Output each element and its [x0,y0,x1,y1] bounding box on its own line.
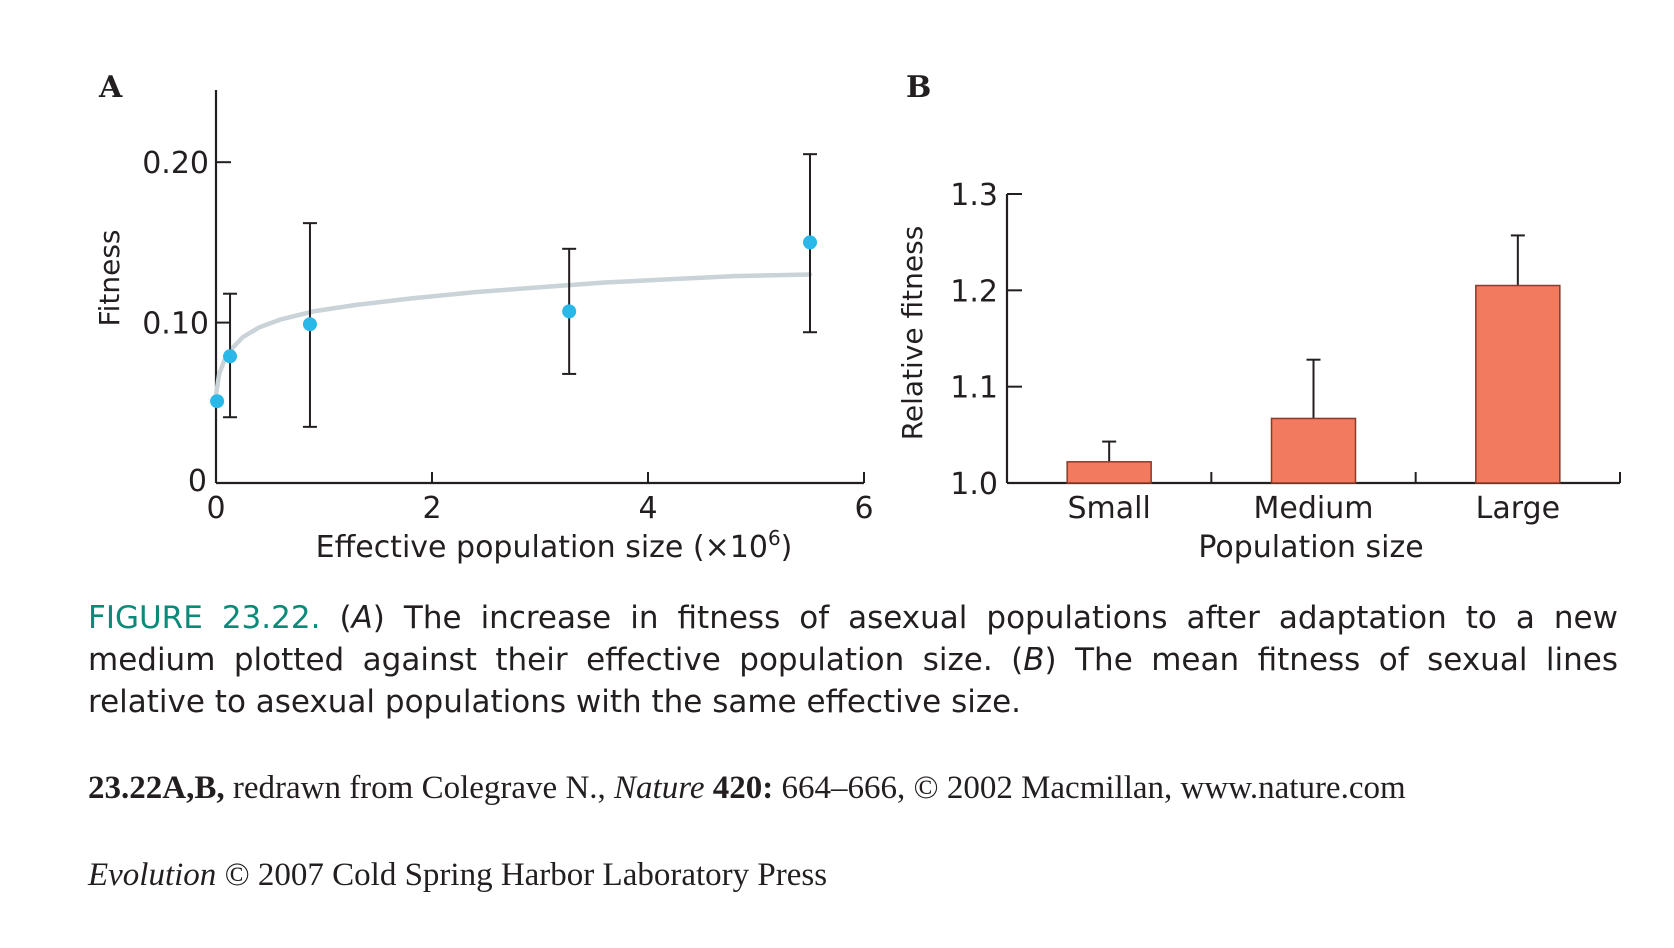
chart-b-ylabel: Relative fitness [896,226,929,441]
credit-ref: 23.22A,B, [88,770,225,806]
chart-a-y-tick-label: 0.20 [142,146,209,181]
copyright-line: Evolution © 2007 Cold Spring Harbor Labo… [88,857,827,894]
chart-b-bar [1066,461,1152,484]
caption-part-a-open: ( [339,600,352,636]
chart-b-y-tick-label: 1.2 [950,274,998,309]
copyright-text: © 2007 Cold Spring Harbor Laboratory Pre… [216,857,828,893]
chart-a-data-point [223,349,238,364]
chart-a-xlabel: Effective population size (×106) [316,526,793,565]
caption-part-b-close: ) [1044,642,1057,678]
chart-a-y-tick-label: 0.10 [142,307,209,342]
chart-b-bar [1475,284,1561,484]
caption-part-a-close: ) [372,600,385,636]
chart-a-x-tick-label: 0 [206,491,225,526]
chart-a-fit-curve [213,272,813,398]
figure-caption: FIGURE 23.22. (A) The increase in fitnes… [88,597,1618,723]
credit-journal: Nature [614,770,705,806]
credit-text-2: 664–666, © 2002 Macmillan, www.nature.co… [773,770,1406,806]
chart-b-bar [1270,417,1357,484]
chart-a-data-point [210,394,225,409]
chart-a-x-tick-label: 4 [638,491,657,526]
caption-part-b-open: ( [1011,642,1024,678]
chart-a-data-point [803,235,817,250]
copyright-title: Evolution [88,857,217,893]
chart-b-y-tick-label: 1.0 [950,467,998,502]
caption-part-a-letter: A [351,600,373,636]
source-credit: 23.22A,B, redrawn from Colegrave N., Nat… [88,770,1406,807]
caption-part-b-letter: B [1023,642,1045,678]
chart-b-category-label: Small [1068,491,1151,526]
credit-volume: 420: [704,770,774,806]
panel-label-b: B [906,70,931,105]
chart-b-xlabel: Population size [1198,530,1423,565]
chart-a-ylabel: Fitness [93,230,126,327]
chart-a-data-point [562,304,577,319]
caption-label: FIGURE 23.22. [88,600,321,636]
caption-text-1: The increase in fitness of asexual popul… [88,600,1618,678]
panel-label-a: A [98,70,123,105]
chart-b-y-tick-label: 1.3 [950,178,998,213]
chart-a-fitness-vs-population: Fitness Effective population size (×106)… [93,90,874,565]
chart-b-relative-fitness: Relative fitness Population size 1.0 1.1 1… [896,178,1621,565]
chart-a-x-tick-label: 6 [854,491,873,526]
chart-a-x-tick-label: 2 [422,491,441,526]
chart-b-category-label: Large [1476,491,1560,526]
chart-b-y-tick-label: 1.1 [950,371,998,406]
chart-b-category-label: Medium [1254,491,1374,526]
chart-a-y-tick-label: 0 [188,464,207,499]
caption-text-2: The mean fitness of sexual lines relativ… [88,642,1618,720]
credit-text-1: redrawn from Colegrave N., [224,770,615,806]
chart-a-data-point [302,317,317,332]
